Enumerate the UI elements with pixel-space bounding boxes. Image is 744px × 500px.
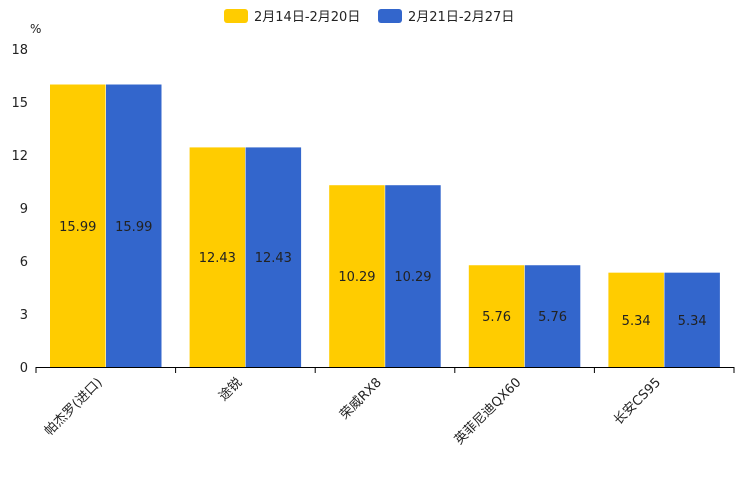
legend-swatch: [378, 9, 402, 23]
data-label: 5.34: [622, 314, 651, 329]
data-label: 15.99: [115, 220, 152, 235]
legend: 2月14日-2月20日 2月21日-2月27日: [224, 9, 514, 25]
bar: [50, 84, 106, 367]
bar: [664, 272, 720, 367]
bar: [245, 147, 302, 367]
x-tick-label: 英菲尼迪QX60: [452, 375, 525, 448]
y-tick-label: 3: [20, 308, 28, 323]
x-tick-label: 荣威RX8: [337, 375, 385, 423]
y-axis: 0 3 6 9 12 15 18: [11, 43, 28, 376]
data-label: 5.76: [482, 310, 511, 325]
data-label: 5.76: [538, 310, 567, 325]
bar: [524, 265, 581, 367]
bar: [329, 185, 385, 367]
data-label: 15.99: [59, 220, 96, 235]
data-label: 10.29: [394, 270, 431, 285]
data-label: 10.29: [338, 270, 375, 285]
bar: [189, 147, 246, 367]
bar: [385, 185, 441, 367]
y-axis-label: %: [30, 22, 41, 36]
legend-swatch: [224, 9, 248, 23]
x-axis: 帕杰罗(进口) 途锐 荣威RX8 英菲尼迪QX60 长安CS95: [35, 367, 735, 448]
legend-label: 2月21日-2月27日: [408, 10, 514, 25]
bar: [468, 265, 525, 367]
x-tick-label: 长安CS95: [611, 375, 664, 428]
bars: 15.99 15.99 12.43 12.43 10.29 10.29 5.76 5.76 5.…: [50, 84, 720, 367]
y-tick-label: 6: [20, 255, 28, 270]
bar: [106, 84, 162, 367]
x-tick-label: 途锐: [216, 375, 246, 405]
y-tick-label: 12: [11, 149, 28, 164]
x-tick-label: 帕杰罗(进口): [42, 375, 106, 439]
data-label: 5.34: [678, 314, 707, 329]
legend-label: 2月14日-2月20日: [254, 10, 360, 25]
y-tick-label: 18: [11, 43, 28, 58]
y-tick-label: 15: [11, 96, 28, 111]
bar: [608, 272, 664, 367]
data-label: 12.43: [255, 251, 292, 266]
y-tick-label: 0: [20, 361, 28, 376]
data-label: 12.43: [199, 251, 236, 266]
y-tick-label: 9: [20, 202, 28, 217]
